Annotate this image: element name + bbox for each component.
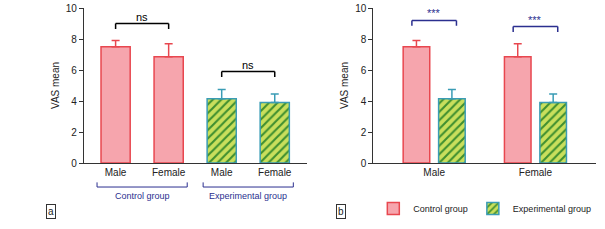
svg-text:6: 6 bbox=[71, 65, 77, 76]
svg-text:Control group: Control group bbox=[115, 191, 170, 201]
svg-text:8: 8 bbox=[71, 34, 77, 45]
svg-text:Female: Female bbox=[258, 167, 292, 178]
svg-text:8: 8 bbox=[361, 34, 367, 45]
svg-text:Experimental group: Experimental group bbox=[513, 204, 591, 214]
svg-text:10: 10 bbox=[355, 3, 367, 14]
svg-text:***: *** bbox=[427, 7, 441, 19]
svg-text:Male: Male bbox=[105, 167, 127, 178]
svg-text:Experimental group: Experimental group bbox=[209, 191, 287, 201]
svg-text:a: a bbox=[48, 206, 54, 217]
svg-text:Male: Male bbox=[211, 167, 233, 178]
svg-text:ns: ns bbox=[136, 11, 148, 23]
svg-text:***: *** bbox=[528, 14, 542, 26]
svg-text:Control group: Control group bbox=[413, 204, 468, 214]
svg-text:0: 0 bbox=[361, 158, 367, 169]
svg-text:ns: ns bbox=[242, 59, 254, 71]
svg-text:VAS mean: VAS mean bbox=[50, 62, 61, 109]
svg-text:Female: Female bbox=[152, 167, 186, 178]
svg-text:2: 2 bbox=[71, 127, 77, 138]
svg-text:VAS mean: VAS mean bbox=[339, 62, 350, 109]
svg-text:4: 4 bbox=[361, 96, 367, 107]
svg-text:4: 4 bbox=[71, 96, 77, 107]
svg-text:Female: Female bbox=[519, 167, 553, 178]
svg-text:2: 2 bbox=[361, 127, 367, 138]
svg-text:6: 6 bbox=[361, 65, 367, 76]
svg-text:10: 10 bbox=[66, 3, 78, 14]
svg-text:0: 0 bbox=[71, 158, 77, 169]
svg-text:b: b bbox=[338, 206, 344, 217]
svg-text:Male: Male bbox=[423, 167, 445, 178]
